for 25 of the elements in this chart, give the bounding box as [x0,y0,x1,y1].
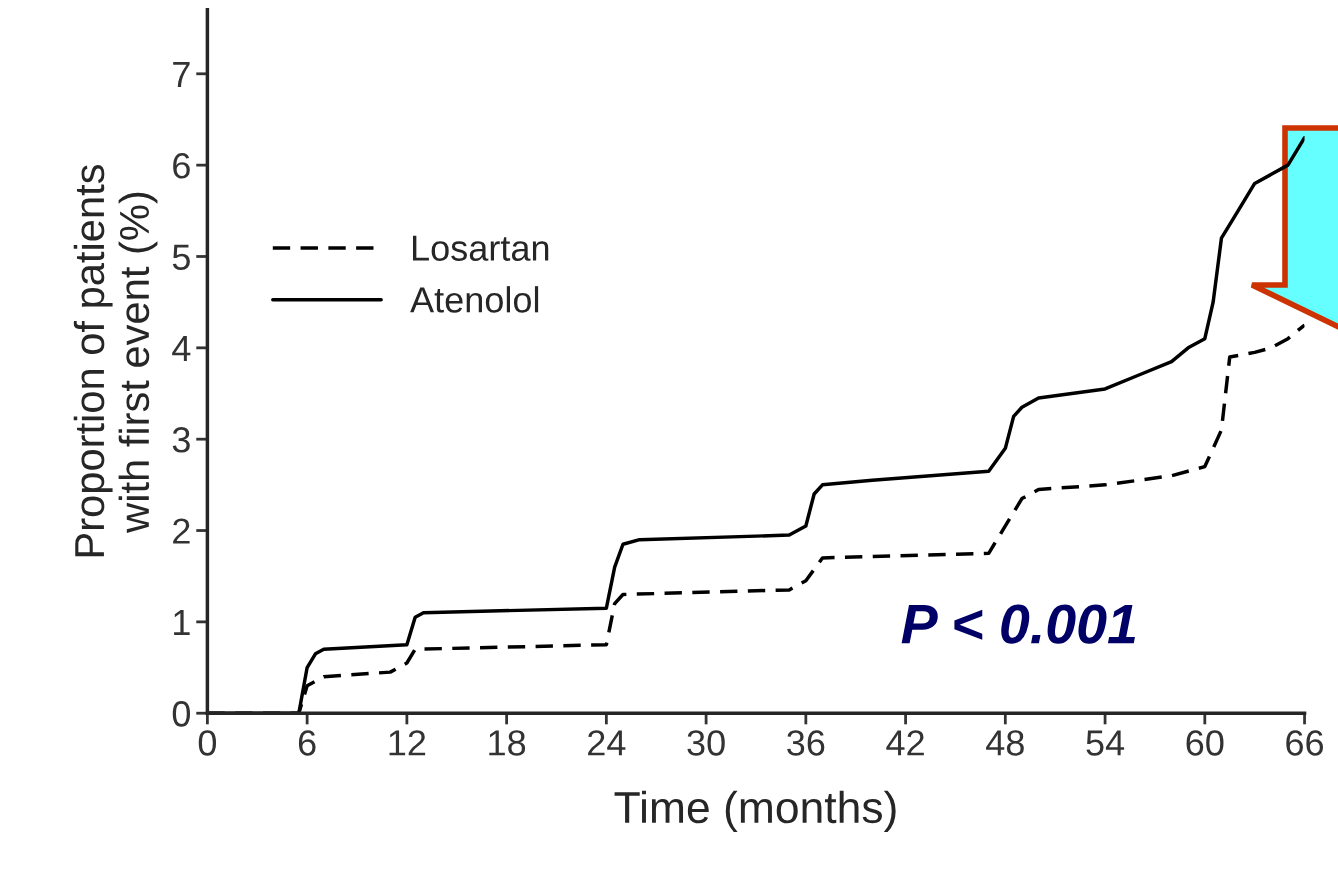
x-tick-label: 36 [787,730,825,756]
x-tick-label: 54 [1086,730,1125,756]
x-axis-title: Time (months) [614,790,896,833]
x-tick-label: 0 [198,730,217,756]
x-tick-label: 6 [298,730,316,756]
y-tick-label: 3 [172,427,190,453]
y-tick-label: 1 [174,610,190,635]
legend-label: Losartan [412,235,549,261]
x-tick-label: 42 [886,730,924,756]
x-tick-label: 18 [489,730,526,756]
x-tick-label: 24 [588,730,626,756]
y-tick-label: 4 [172,336,191,361]
x-tick-label: 48 [986,730,1024,756]
y-tick-label: 6 [173,153,190,179]
y-tick-label: 0 [172,701,191,727]
x-tick-label: 12 [389,730,426,756]
y-tick-label: 2 [173,518,190,544]
x-tick-label: 60 [1186,730,1224,756]
x-tick-label: 66 [1286,730,1324,756]
annotation: P < 0.001 [901,604,1135,644]
x-tick-label: 30 [687,730,725,756]
y-tick-label: 5 [172,244,190,270]
y-tick-label: 7 [173,62,190,87]
y-axis-title: Proportion of patients with first event (%) [73,164,158,557]
legend-label: Atenolol [410,286,539,313]
